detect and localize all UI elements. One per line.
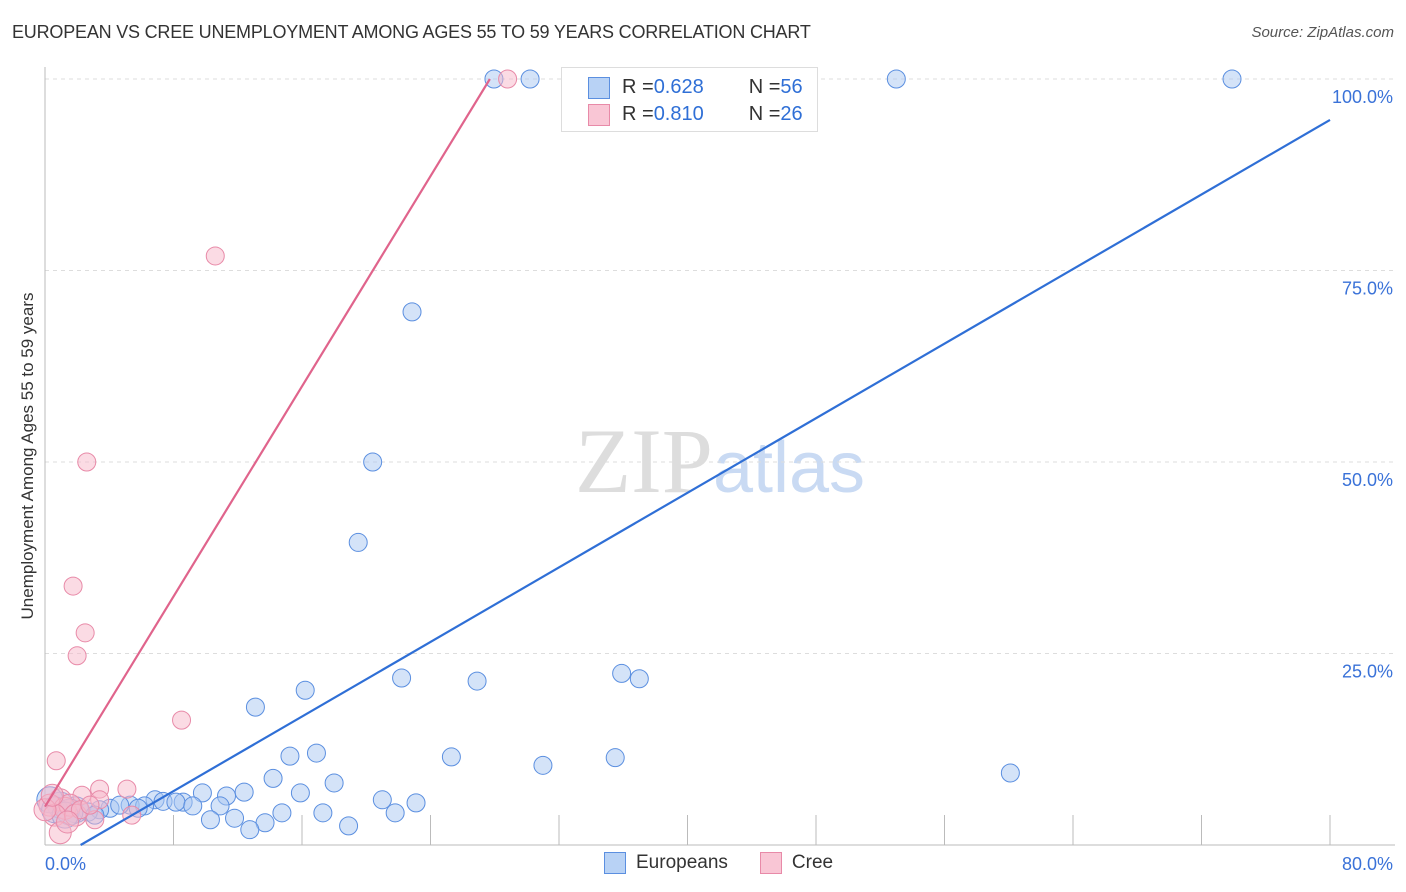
cree-point: [117, 779, 137, 799]
r-label: R =: [622, 76, 654, 98]
europeans-trend-line: [80, 118, 1331, 846]
europeans-point: [183, 796, 203, 816]
cree-point: [77, 452, 97, 472]
cree-trend-line: [44, 78, 491, 808]
europeans-point: [533, 755, 553, 775]
europeans-point: [166, 792, 186, 812]
europeans-point: [324, 773, 344, 793]
europeans-point: [1000, 763, 1020, 783]
europeans-point: [363, 452, 383, 472]
n-label: N =: [748, 103, 781, 125]
europeans-point: [210, 796, 230, 816]
europeans-point: [886, 69, 906, 89]
europeans-point: [192, 783, 212, 803]
europeans-point: [290, 783, 310, 803]
cree-point: [498, 69, 518, 89]
europeans-point: [372, 790, 392, 810]
europeans-point: [313, 803, 333, 823]
watermark: ZIPatlas: [575, 410, 865, 512]
legend-row-europeans: R = 0.628 N = 56: [588, 76, 803, 99]
r-label: R =: [622, 103, 654, 125]
y-tick-label: 75.0%: [1342, 279, 1393, 299]
legend-row-cree: R = 0.810 N = 26: [588, 103, 803, 126]
cree-point: [63, 576, 83, 596]
europeans-point: [306, 743, 326, 763]
europeans-point: [441, 747, 461, 767]
europeans-point: [467, 671, 487, 691]
europeans-point: [280, 746, 300, 766]
europeans-point: [406, 793, 426, 813]
cree-point: [67, 646, 87, 666]
cree-point: [55, 810, 79, 834]
n-value: 56: [780, 76, 803, 98]
cree-point: [75, 623, 95, 643]
europeans-point: [385, 803, 405, 823]
europeans-point: [295, 680, 315, 700]
europeans-point: [605, 748, 625, 768]
europeans-point: [392, 668, 412, 688]
europeans-point: [339, 816, 359, 836]
europeans-point: [1222, 69, 1242, 89]
cree-swatch: [588, 103, 610, 126]
cree-swatch: [759, 852, 782, 874]
r-value: 0.810: [653, 103, 704, 125]
x-tick-label: 0.0%: [45, 854, 86, 874]
y-tick-label: 25.0%: [1342, 662, 1393, 682]
europeans-swatch: [604, 852, 626, 874]
x-tick-label: 80.0%: [1342, 854, 1393, 874]
europeans-swatch: [588, 76, 610, 99]
europeans-point: [348, 532, 368, 552]
legend-box: R = 0.628 N = 56 R = 0.810 N = 26: [561, 67, 818, 132]
cree-point: [46, 751, 66, 771]
chart-title: EUROPEAN VS CREE UNEMPLOYMENT AMONG AGES…: [12, 22, 811, 42]
r-value: 0.628: [653, 76, 704, 98]
europeans-point: [240, 820, 260, 840]
europeans-point: [520, 69, 540, 89]
y-tick-label: 50.0%: [1342, 470, 1393, 490]
europeans-point: [272, 803, 292, 823]
europeans-point: [402, 302, 422, 322]
n-value: 26: [780, 103, 803, 125]
n-label: N =: [748, 76, 781, 98]
europeans-point: [629, 669, 649, 689]
cree-point: [205, 246, 225, 266]
cree-point: [80, 795, 100, 815]
y-tick-label: 100.0%: [1332, 87, 1393, 107]
cree-point: [172, 710, 192, 730]
europeans-point: [234, 782, 254, 802]
europeans-point: [612, 663, 632, 683]
europeans-point: [200, 810, 220, 830]
legend-europeans: Europeans: [636, 852, 728, 873]
bottom-legend: Europeans Cree: [604, 852, 833, 874]
europeans-point: [263, 768, 283, 788]
europeans-point: [245, 697, 265, 717]
europeans-point: [225, 808, 245, 828]
source-label: Source: ZipAtlas.com: [1251, 24, 1394, 41]
legend-cree: Cree: [791, 852, 834, 873]
